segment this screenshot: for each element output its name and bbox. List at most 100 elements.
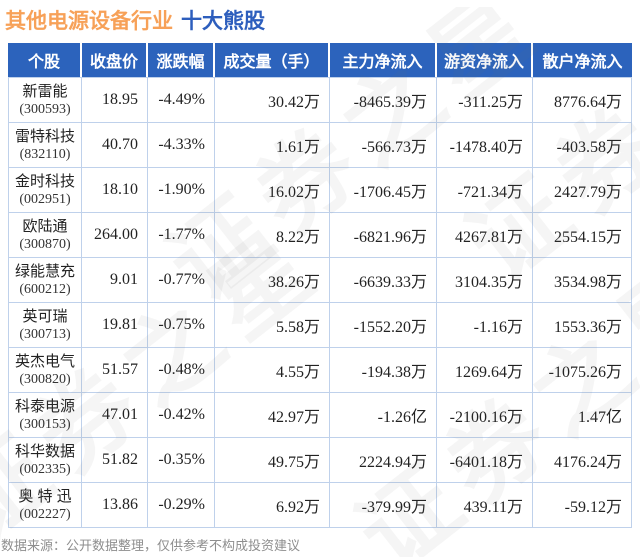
stock-name: 英可瑞 bbox=[22, 307, 68, 325]
stock-cell: 科泰电源 (300153) bbox=[8, 393, 82, 438]
close-cell: 18.10 bbox=[82, 168, 148, 213]
stock-name: 科泰电源 bbox=[14, 397, 75, 415]
close-cell: 9.01 bbox=[82, 258, 148, 303]
stock-cell: 欧陆通 (300870) bbox=[8, 213, 82, 258]
stock-code: (832110) bbox=[19, 146, 71, 162]
main-cell: -8465.39万 bbox=[330, 77, 437, 123]
stock-name: 英杰电气 bbox=[14, 352, 75, 370]
column-header: 主力净流入 bbox=[330, 43, 437, 77]
column-header: 成交量（手） bbox=[215, 43, 330, 77]
retail-cell: 4176.24万 bbox=[533, 438, 632, 483]
main-cell: -1706.45万 bbox=[330, 168, 437, 213]
change-cell: -0.29% bbox=[148, 483, 215, 528]
stock-cell: 奥 特 迅 (002227) bbox=[8, 483, 82, 528]
hot-cell: 439.11万 bbox=[437, 483, 533, 528]
stock-code: (600212) bbox=[19, 281, 71, 297]
column-header: 个股 bbox=[8, 43, 82, 77]
volume-cell: 30.42万 bbox=[215, 77, 330, 123]
table-row: 绿能慧充 (600212) 9.01 -0.77% 38.26万 -6639.33万 310… bbox=[8, 258, 632, 303]
stock-code: (300153) bbox=[19, 416, 71, 432]
close-cell: 51.57 bbox=[82, 348, 148, 393]
table-header-row: 个股 收盘价 涨跌幅 成交量（手） 主力净流入 游资净流入 散户净流入 bbox=[8, 43, 632, 77]
change-cell: -0.75% bbox=[148, 303, 215, 348]
volume-cell: 5.58万 bbox=[215, 303, 330, 348]
stock-cell: 新雷能 (300593) bbox=[8, 77, 82, 123]
table-header: 个股 收盘价 涨跌幅 成交量（手） 主力净流入 游资净流入 散户净流入 bbox=[8, 43, 632, 77]
retail-cell: 8776.64万 bbox=[533, 77, 632, 123]
bear-stocks-table: 个股 收盘价 涨跌幅 成交量（手） 主力净流入 游资净流入 散户净流入 新雷能 (300593… bbox=[8, 43, 632, 528]
hot-cell: -1.16万 bbox=[437, 303, 533, 348]
change-cell: -1.90% bbox=[148, 168, 215, 213]
column-header: 收盘价 bbox=[82, 43, 148, 77]
stock-name: 奥 特 迅 bbox=[18, 487, 72, 505]
stock-name: 新雷能 bbox=[22, 82, 68, 100]
column-header: 涨跌幅 bbox=[148, 43, 215, 77]
stock-name: 金时科技 bbox=[14, 172, 75, 190]
close-cell: 40.70 bbox=[82, 123, 148, 168]
close-cell: 19.81 bbox=[82, 303, 148, 348]
table-row: 英杰电气 (300820) 51.57 -0.48% 4.55万 -194.38万 1269… bbox=[8, 348, 632, 393]
main-cell: -1552.20万 bbox=[330, 303, 437, 348]
hot-cell: -1478.40万 bbox=[437, 123, 533, 168]
retail-cell: 1553.36万 bbox=[533, 303, 632, 348]
stock-cell: 英杰电气 (300820) bbox=[8, 348, 82, 393]
stock-cell: 雷特科技 (832110) bbox=[8, 123, 82, 168]
change-cell: -0.35% bbox=[148, 438, 215, 483]
volume-cell: 6.92万 bbox=[215, 483, 330, 528]
close-cell: 51.82 bbox=[82, 438, 148, 483]
title-suffix: 十大熊股 bbox=[181, 10, 265, 33]
main-cell: -379.99万 bbox=[330, 483, 437, 528]
table-row: 金时科技 (002951) 18.10 -1.90% 16.02万 -1706.45万 -7… bbox=[8, 168, 632, 213]
volume-cell: 1.61万 bbox=[215, 123, 330, 168]
change-cell: -0.77% bbox=[148, 258, 215, 303]
stock-name: 雷特科技 bbox=[14, 127, 75, 145]
retail-cell: -59.12万 bbox=[533, 483, 632, 528]
hot-cell: 3104.35万 bbox=[437, 258, 533, 303]
volume-cell: 8.22万 bbox=[215, 213, 330, 258]
change-cell: -0.48% bbox=[148, 348, 215, 393]
stock-code: (300713) bbox=[19, 326, 71, 342]
table-row: 奥 特 迅 (002227) 13.86 -0.29% 6.92万 -379.99万 439… bbox=[8, 483, 632, 528]
hot-cell: -721.34万 bbox=[437, 168, 533, 213]
stock-code: (300820) bbox=[19, 371, 71, 387]
close-cell: 47.01 bbox=[82, 393, 148, 438]
stock-name: 科华数据 bbox=[14, 442, 75, 460]
stock-code: (300870) bbox=[19, 236, 71, 252]
stock-cell: 金时科技 (002951) bbox=[8, 168, 82, 213]
page-title: 其他电源设备行业 十大熊股 bbox=[5, 7, 640, 41]
retail-cell: -1075.26万 bbox=[533, 348, 632, 393]
stock-name: 绿能慧充 bbox=[14, 262, 75, 280]
main-cell: -194.38万 bbox=[330, 348, 437, 393]
change-cell: -4.49% bbox=[148, 77, 215, 123]
main-cell: -1.26亿 bbox=[330, 393, 437, 438]
table-row: 科华数据 (002335) 51.82 -0.35% 49.75万 2224.94万 -64… bbox=[8, 438, 632, 483]
main-cell: -6639.33万 bbox=[330, 258, 437, 303]
stock-name: 欧陆通 bbox=[22, 217, 68, 235]
stock-code: (002335) bbox=[19, 461, 71, 477]
column-header: 游资净流入 bbox=[437, 43, 533, 77]
retail-cell: 2427.79万 bbox=[533, 168, 632, 213]
close-cell: 13.86 bbox=[82, 483, 148, 528]
hot-cell: 4267.81万 bbox=[437, 213, 533, 258]
change-cell: -0.42% bbox=[148, 393, 215, 438]
main-cell: -566.73万 bbox=[330, 123, 437, 168]
table-row: 新雷能 (300593) 18.95 -4.49% 30.42万 -8465.39万 -31… bbox=[8, 77, 632, 123]
volume-cell: 4.55万 bbox=[215, 348, 330, 393]
retail-cell: 3534.98万 bbox=[533, 258, 632, 303]
table-body: 新雷能 (300593) 18.95 -4.49% 30.42万 -8465.39万 -31… bbox=[8, 77, 632, 528]
table-row: 欧陆通 (300870) 264.00 -1.77% 8.22万 -6821.96万 426… bbox=[8, 213, 632, 258]
retail-cell: 2554.15万 bbox=[533, 213, 632, 258]
table-row: 科泰电源 (300153) 47.01 -0.42% 42.97万 -1.26亿 -2100… bbox=[8, 393, 632, 438]
stock-cell: 科华数据 (002335) bbox=[8, 438, 82, 483]
hot-cell: -311.25万 bbox=[437, 77, 533, 123]
volume-cell: 42.97万 bbox=[215, 393, 330, 438]
hot-cell: -6401.18万 bbox=[437, 438, 533, 483]
main-cell: -6821.96万 bbox=[330, 213, 437, 258]
stock-cell: 英可瑞 (300713) bbox=[8, 303, 82, 348]
main-cell: 2224.94万 bbox=[330, 438, 437, 483]
column-header: 散户净流入 bbox=[533, 43, 632, 77]
volume-cell: 49.75万 bbox=[215, 438, 330, 483]
volume-cell: 16.02万 bbox=[215, 168, 330, 213]
data-source-note: 数据来源：公开数据整理，仅供参考不构成投资建议 bbox=[1, 538, 301, 553]
volume-cell: 38.26万 bbox=[215, 258, 330, 303]
